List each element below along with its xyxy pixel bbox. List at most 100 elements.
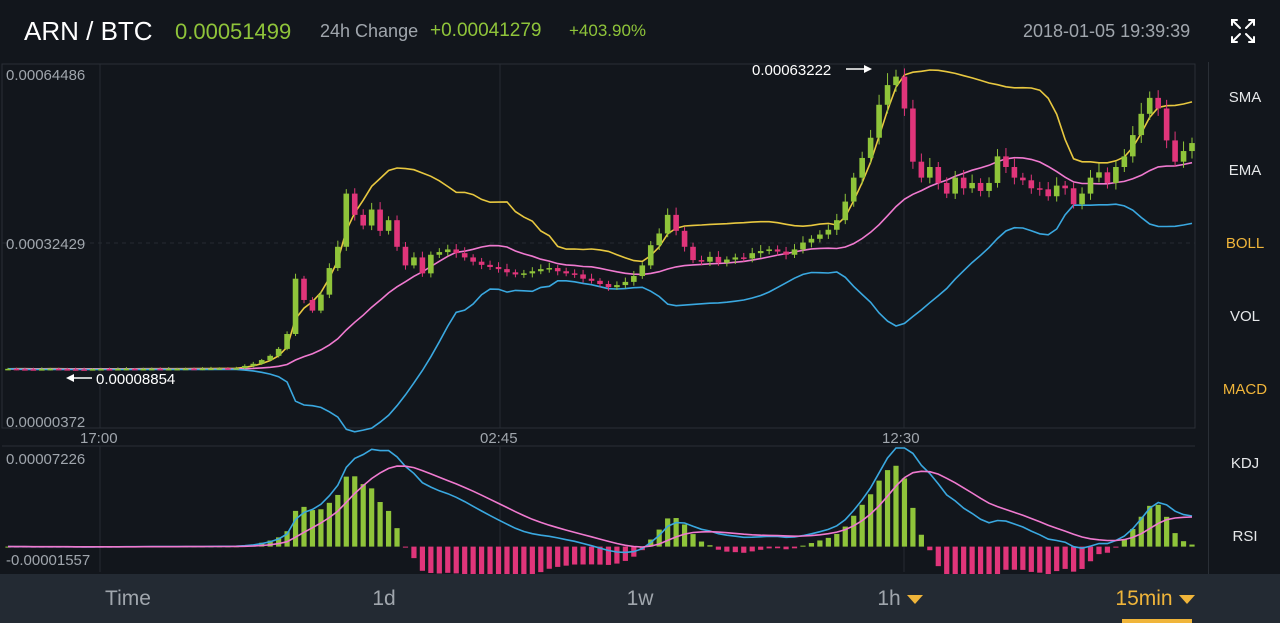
macd-histogram-bar	[411, 546, 417, 559]
timeframe-1w-label: 1w	[626, 587, 654, 610]
macd-histogram-bar	[698, 541, 705, 547]
candle-body	[1087, 177, 1094, 194]
candle-body	[546, 268, 553, 270]
candle-body	[1189, 143, 1195, 152]
candle-body	[1011, 167, 1018, 178]
candle-body	[1003, 156, 1009, 168]
candlestick-chart[interactable]: 0.00064486 0.00032429 0.00000372 17:00 0…	[0, 62, 1208, 589]
macd-histogram-bar	[1003, 546, 1009, 570]
candle-body	[461, 253, 468, 258]
indicator-macd[interactable]: MACD	[1222, 381, 1268, 398]
macd-histogram-bar	[369, 488, 375, 547]
indicator-sma[interactable]: SMA	[1228, 89, 1262, 106]
macd-histogram-bar	[495, 546, 502, 580]
timeframe-15min[interactable]: 15min	[1100, 574, 1210, 623]
change-percent: +403.90%	[569, 21, 647, 40]
chart-area[interactable]: 0.00064486 0.00032429 0.00000372 17:00 0…	[0, 62, 1208, 589]
candle-body	[639, 265, 646, 277]
macd-histogram-bar	[436, 546, 442, 574]
candle-body	[318, 294, 324, 311]
trading-pair: ARN / BTC	[24, 16, 153, 46]
indicator-kdj[interactable]: KDJ	[1230, 455, 1260, 472]
macd-histogram-bar	[1189, 544, 1195, 547]
candle-body	[148, 368, 155, 371]
macd-histogram-bar	[622, 546, 628, 561]
candle-body	[98, 369, 104, 371]
candle-body	[1020, 177, 1026, 181]
indicator-ema[interactable]: EMA	[1228, 162, 1262, 179]
macd-histogram-bar	[470, 546, 476, 577]
candle-body	[326, 268, 333, 295]
macd-histogram-bar	[284, 531, 290, 547]
macd-histogram-bar	[1062, 546, 1068, 569]
macd-histogram-bar	[910, 507, 916, 547]
candle-body	[1045, 189, 1052, 197]
candle-body	[242, 365, 248, 369]
candle-body	[343, 193, 350, 247]
candle-body	[106, 369, 113, 371]
y-label-top: 0.00064486	[6, 67, 85, 84]
candle-body	[123, 368, 130, 371]
candle-body	[749, 253, 756, 259]
timeframe-1h[interactable]: 1h	[850, 574, 950, 623]
candle-body	[918, 161, 925, 178]
candle-body	[182, 368, 189, 371]
candle-body	[47, 368, 54, 371]
candle-body	[250, 363, 257, 366]
macd-histogram-bar	[445, 546, 451, 573]
candle-body	[64, 369, 70, 371]
timeframe-time[interactable]: Time	[78, 574, 178, 623]
macd-histogram-bar	[766, 546, 772, 549]
macd-histogram-bar	[851, 515, 857, 547]
candle-body	[774, 249, 781, 252]
indicator-boll[interactable]: BOLL	[1225, 235, 1265, 252]
macd-histogram-bar	[918, 534, 924, 547]
dropdown-caret-icon	[1178, 594, 1195, 604]
candle-body	[1104, 172, 1111, 183]
candle-body	[309, 299, 316, 311]
timeframe-bar: Time 1d 1w 1h 15min	[0, 574, 1280, 623]
candle-body	[707, 256, 713, 262]
macd-histogram-bar	[1028, 546, 1034, 572]
macd-histogram-bar	[597, 546, 603, 565]
candle-body	[351, 193, 358, 215]
expand-arrows-icon[interactable]	[1229, 17, 1257, 45]
timeframe-1w[interactable]: 1w	[590, 574, 690, 623]
candle-body	[834, 220, 840, 230]
candle-body	[453, 249, 460, 254]
candle-body	[825, 229, 832, 235]
macd-histogram-bar	[800, 545, 806, 547]
macd-histogram-bar	[385, 510, 392, 547]
macd-histogram-bar	[977, 546, 984, 589]
macd-histogram-bar	[419, 546, 425, 571]
candle-body	[411, 257, 417, 266]
macd-histogram-bar	[614, 546, 620, 564]
macd-histogram-bar	[267, 540, 273, 547]
macd-histogram-bar	[572, 546, 578, 565]
macd-histogram-bar	[512, 546, 519, 580]
candle-body	[969, 182, 975, 189]
candle-body	[580, 274, 586, 279]
candle-body	[216, 368, 223, 370]
candle-body	[174, 368, 180, 371]
macd-histogram-bar	[817, 540, 823, 547]
candle-body	[1155, 97, 1161, 109]
candle-body	[1138, 113, 1145, 136]
timeframe-1d[interactable]: 1d	[334, 574, 434, 623]
indicator-rsi[interactable]: RSI	[1232, 528, 1258, 545]
candle-body	[385, 220, 392, 231]
macd-histogram-bar	[538, 546, 544, 573]
candle-body	[927, 167, 933, 178]
candle-body	[800, 242, 806, 250]
dropdown-caret-icon	[906, 594, 923, 604]
indicator-sidebar: SMA EMA BOLL VOL MACD KDJ RSI	[1208, 62, 1280, 574]
macd-histogram-bar	[259, 542, 265, 547]
candle-body	[1146, 97, 1153, 114]
macd-histogram-bar	[681, 524, 688, 547]
last-price: 0.00051499	[175, 19, 292, 44]
indicator-vol[interactable]: VOL	[1229, 308, 1260, 325]
candle-body	[301, 278, 307, 300]
macd-histogram-bar	[1087, 546, 1094, 562]
macd-histogram-bar	[555, 546, 561, 567]
candle-body	[588, 278, 595, 281]
